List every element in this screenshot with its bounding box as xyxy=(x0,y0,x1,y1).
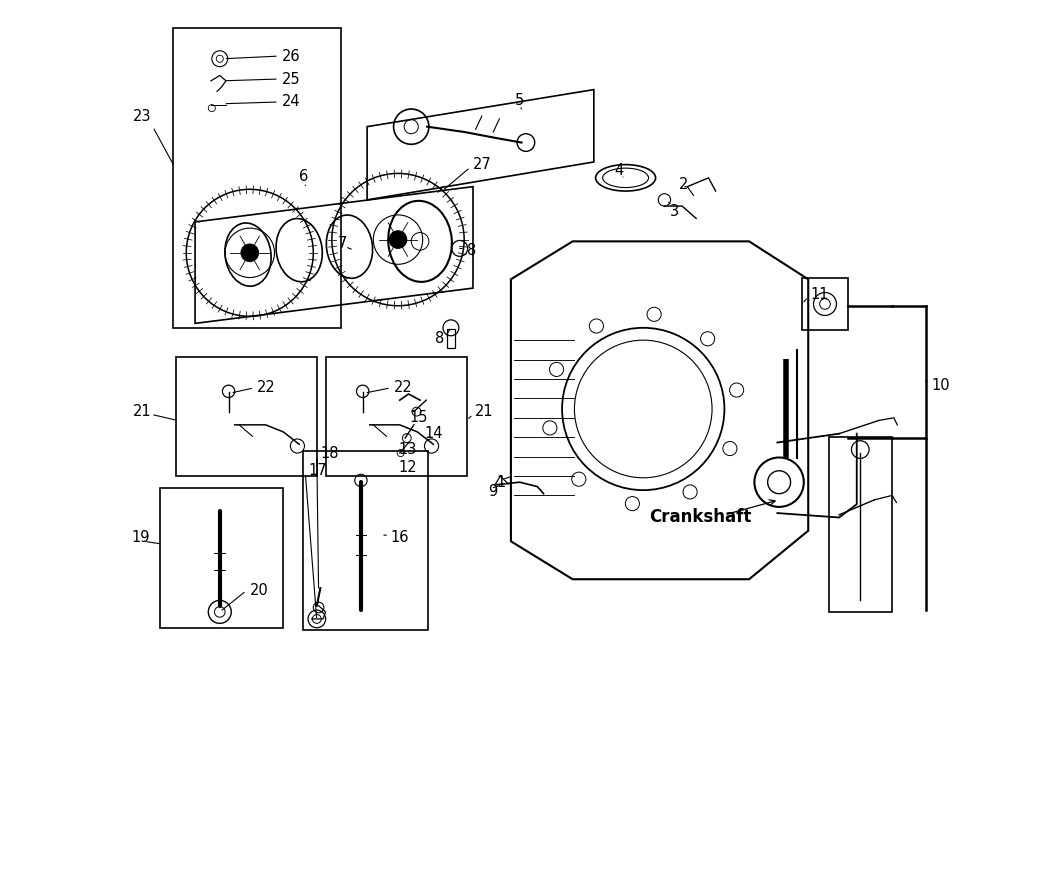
Text: Crankshaft: Crankshaft xyxy=(650,509,752,527)
Text: 19: 19 xyxy=(131,530,150,545)
Text: 6: 6 xyxy=(299,168,309,183)
Text: 18: 18 xyxy=(320,445,339,460)
Bar xyxy=(325,357,467,476)
Bar xyxy=(160,489,284,627)
Text: 3: 3 xyxy=(670,204,679,219)
Text: 15: 15 xyxy=(410,411,428,426)
Text: 14: 14 xyxy=(425,427,443,442)
Text: 8: 8 xyxy=(435,331,444,346)
Text: 25: 25 xyxy=(282,72,300,87)
Text: 17: 17 xyxy=(308,463,326,478)
Bar xyxy=(302,451,428,629)
Bar xyxy=(173,27,341,327)
Text: 9: 9 xyxy=(488,483,498,498)
Text: 16: 16 xyxy=(391,530,410,545)
Circle shape xyxy=(389,231,407,249)
Text: 2: 2 xyxy=(679,177,688,192)
Text: 21: 21 xyxy=(475,404,493,419)
Text: 20: 20 xyxy=(249,583,268,598)
Text: 26: 26 xyxy=(282,49,300,64)
Text: 1: 1 xyxy=(496,474,506,489)
Text: 7: 7 xyxy=(338,236,347,251)
Text: 22: 22 xyxy=(257,381,275,396)
Text: 8: 8 xyxy=(467,242,476,258)
Text: 10: 10 xyxy=(931,378,950,393)
Bar xyxy=(447,328,456,348)
Text: 12: 12 xyxy=(398,459,416,474)
Text: 5: 5 xyxy=(514,93,524,108)
Bar xyxy=(802,279,848,329)
Text: 13: 13 xyxy=(398,442,416,457)
Text: 27: 27 xyxy=(472,158,491,172)
Bar xyxy=(175,357,317,476)
Text: 11: 11 xyxy=(810,287,829,302)
Text: 22: 22 xyxy=(393,381,412,396)
Bar xyxy=(828,437,892,612)
Text: 23: 23 xyxy=(134,109,152,124)
Circle shape xyxy=(241,244,259,262)
Text: 4: 4 xyxy=(614,163,624,178)
Text: 21: 21 xyxy=(134,404,152,419)
Text: 24: 24 xyxy=(282,95,300,110)
